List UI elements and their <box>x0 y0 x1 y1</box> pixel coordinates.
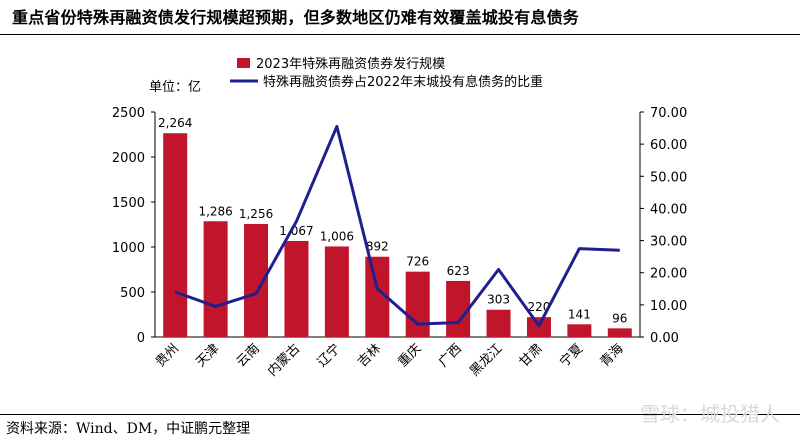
right-tick-label: 30.00 <box>650 235 687 250</box>
bar-data-label: 2,264 <box>158 116 192 130</box>
bar <box>324 246 349 337</box>
category-label: 黑龙江 <box>467 341 505 379</box>
right-tick-label: 70.00 <box>650 106 687 121</box>
legend-bar-swatch <box>237 58 250 68</box>
left-tick-label: 0 <box>137 331 145 346</box>
bar-data-label: 303 <box>487 293 510 307</box>
right-tick-label: 40.00 <box>650 202 687 217</box>
left-tick-label: 1000 <box>112 241 145 256</box>
category-label: 重庆 <box>395 341 425 371</box>
watermark: 雪球：城投猎人 <box>640 402 780 426</box>
bar <box>163 133 188 337</box>
bar-data-label: 220 <box>528 300 551 314</box>
category-label: 内蒙古 <box>264 341 303 380</box>
right-tick-label: 20.00 <box>650 267 687 282</box>
right-tick-label: 60.00 <box>650 138 687 153</box>
bar-data-label: 1,286 <box>198 204 232 218</box>
bar <box>607 328 632 337</box>
bar-data-label: 726 <box>406 255 429 269</box>
category-label: 云南 <box>233 341 263 371</box>
bar-data-label: 141 <box>568 307 591 321</box>
bar <box>284 240 309 337</box>
bottom-rule <box>0 414 800 415</box>
right-tick-label: 50.00 <box>650 170 687 185</box>
bar <box>203 221 228 337</box>
source-note: 资料来源：Wind、DM，中证鹏元整理 <box>6 421 251 437</box>
left-tick-label: 2500 <box>112 106 145 121</box>
bar-data-label: 1,256 <box>239 207 273 221</box>
bar <box>405 271 430 337</box>
left-tick-label: 500 <box>120 286 145 301</box>
top-rule <box>0 34 800 35</box>
bar <box>567 324 592 337</box>
bar <box>486 309 511 337</box>
chart-title: 重点省份特殊再融资债发行规模超预期，但多数地区仍难有效覆盖城投有息债务 <box>12 8 580 27</box>
legend-line-label: 特殊再融资债券占2022年末城投有息债务的比重 <box>263 74 543 90</box>
left-tick-label: 1500 <box>112 196 145 211</box>
category-label: 广西 <box>436 341 465 370</box>
category-label: 吉林 <box>355 341 384 370</box>
legend-bar-label: 2023年特殊再融资债券发行规模 <box>256 56 445 72</box>
category-label: 宁夏 <box>556 341 586 371</box>
right-tick-label: 0.00 <box>650 331 679 346</box>
bar-data-label: 623 <box>447 264 470 278</box>
right-tick-label: 10.00 <box>650 299 687 314</box>
combo-chart: 0 500 1000 1500 2000 2500 0.00 10.00 20.00 30.00 4… <box>112 56 687 380</box>
unit-label: 单位：亿 <box>149 80 201 95</box>
bar-data-label: 1,006 <box>320 229 354 243</box>
category-label: 青海 <box>598 341 627 370</box>
ratio-line <box>174 124 620 328</box>
category-label: 天津 <box>193 341 222 370</box>
category-label: 甘肃 <box>517 341 546 370</box>
bar-data-label: 96 <box>612 311 627 325</box>
bar-data-label: 1,067 <box>279 224 313 238</box>
bar-data-label: 892 <box>366 240 389 254</box>
category-label: 辽宁 <box>314 341 344 371</box>
left-tick-label: 2000 <box>112 151 145 166</box>
category-label: 贵州 <box>153 341 182 370</box>
bar <box>446 280 471 337</box>
